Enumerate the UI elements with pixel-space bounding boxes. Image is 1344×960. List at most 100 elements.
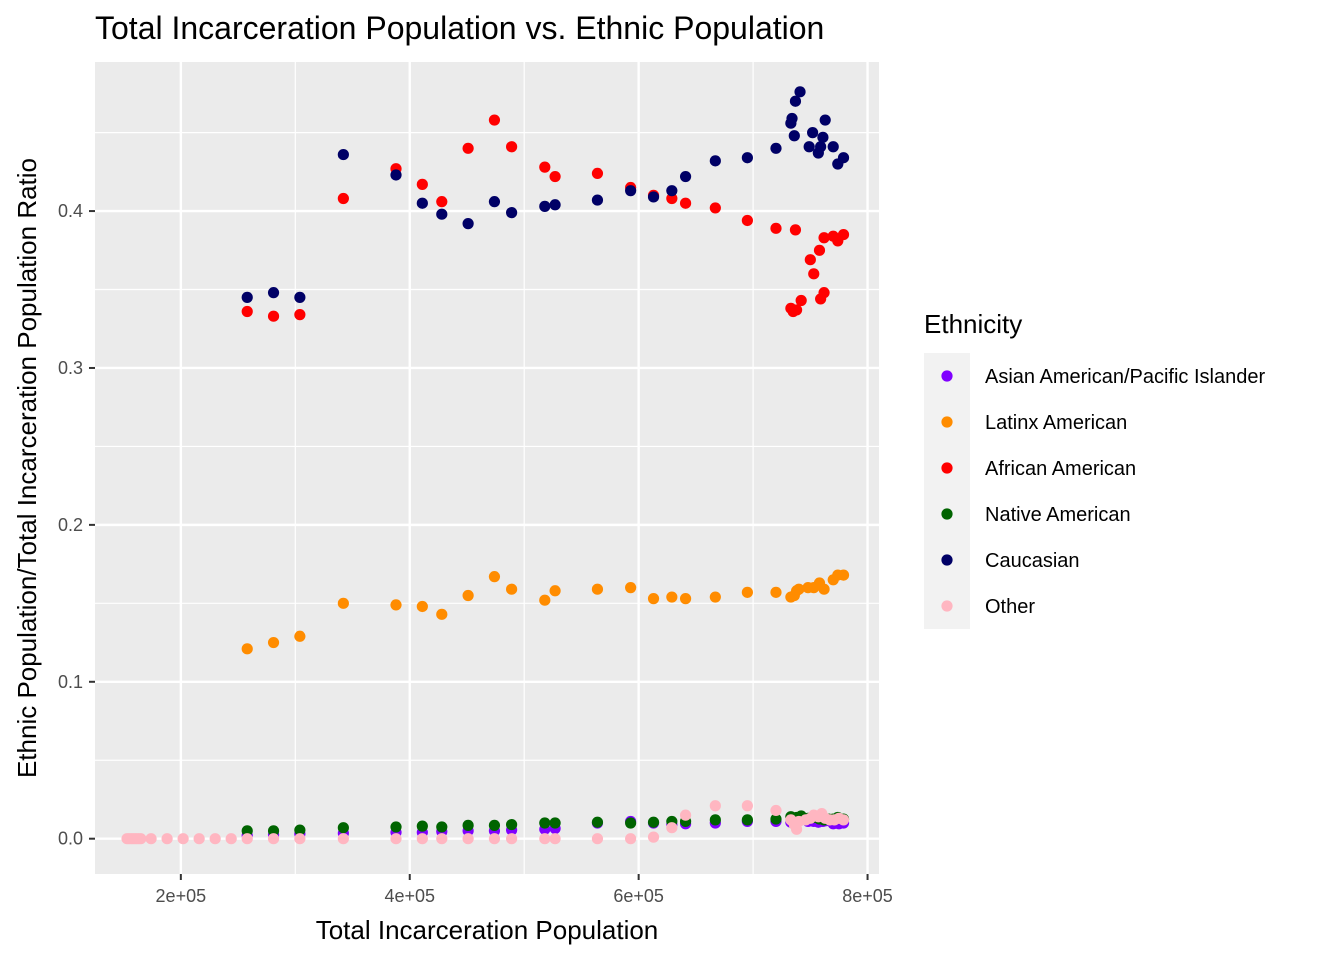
data-point — [549, 199, 561, 211]
series-1 — [241, 569, 850, 655]
data-point — [436, 833, 448, 845]
data-point — [267, 636, 280, 649]
data-point — [267, 825, 280, 837]
legend-label: Native American — [985, 504, 1131, 526]
data-point — [591, 194, 604, 206]
data-point — [416, 197, 428, 209]
data-point — [294, 291, 306, 303]
data-point — [770, 804, 782, 817]
data-point — [337, 833, 349, 845]
data-point — [294, 824, 306, 836]
data-point — [145, 833, 157, 845]
data-point — [267, 287, 280, 299]
data-point — [337, 597, 349, 609]
data-point — [539, 200, 551, 212]
data-point — [647, 831, 660, 843]
data-point — [390, 833, 402, 845]
data-point — [625, 833, 637, 845]
data-point — [135, 833, 147, 845]
data-point — [416, 600, 428, 613]
data-point — [177, 833, 189, 845]
legend-label: Other — [985, 596, 1035, 618]
data-point — [789, 224, 802, 236]
legend-key — [941, 554, 953, 566]
data-point — [539, 817, 551, 829]
data-point — [591, 583, 604, 595]
legend-label: Latinx American — [985, 412, 1127, 434]
plot-panel — [95, 62, 879, 874]
data-point — [390, 169, 402, 181]
grid-minor-lines — [95, 62, 879, 874]
data-point — [679, 197, 692, 209]
data-point — [462, 833, 474, 845]
series-5 — [121, 800, 850, 845]
data-point — [818, 583, 830, 595]
data-point — [647, 191, 660, 203]
legend: Ethnicity Asian American/Pacific Islande… — [924, 309, 1265, 629]
y-axis-title: Ethnic Population/Total Incarceration Po… — [12, 158, 42, 778]
data-point — [462, 819, 474, 831]
data-point — [815, 141, 827, 153]
data-point — [666, 591, 678, 603]
data-point — [741, 586, 753, 598]
data-point — [549, 170, 561, 183]
data-point — [294, 630, 306, 642]
legend-key — [941, 508, 953, 520]
data-point — [741, 800, 753, 812]
data-point — [788, 130, 800, 142]
data-point — [539, 594, 551, 606]
data-point — [804, 254, 816, 266]
data-point — [436, 821, 448, 833]
series-4 — [241, 86, 850, 303]
data-point — [539, 161, 551, 173]
data-point — [337, 822, 349, 834]
legend-keys-background — [924, 353, 970, 629]
data-point — [795, 294, 807, 307]
y-tick-label: 0.4 — [58, 201, 83, 221]
data-point — [786, 112, 798, 125]
data-point — [193, 833, 205, 845]
data-point — [837, 152, 850, 164]
data-point — [488, 833, 501, 845]
data-point — [436, 196, 448, 208]
data-point — [549, 817, 561, 829]
y-tick-label: 0.0 — [58, 829, 83, 849]
x-tick-label: 8e+05 — [842, 886, 893, 906]
data-point — [647, 593, 660, 605]
data-point — [209, 833, 221, 845]
data-point — [416, 833, 428, 845]
y-tick-label: 0.3 — [58, 358, 83, 378]
data-point — [770, 586, 782, 598]
data-point — [741, 814, 753, 826]
data-point — [770, 813, 782, 825]
data-point — [436, 608, 448, 620]
data-point — [770, 222, 782, 234]
data-point — [549, 833, 561, 845]
data-point — [770, 142, 782, 154]
data-point — [591, 816, 604, 828]
data-point — [294, 833, 306, 845]
data-point — [789, 95, 802, 107]
data-point — [790, 304, 803, 316]
x-tick-label: 6e+05 — [613, 886, 664, 906]
data-point — [837, 814, 850, 826]
data-point — [390, 599, 402, 611]
data-point — [539, 833, 551, 845]
data-point — [462, 589, 474, 602]
legend-key — [941, 416, 953, 428]
data-point — [666, 185, 678, 197]
data-point — [241, 643, 253, 655]
data-point — [591, 833, 604, 845]
data-point — [488, 571, 501, 583]
data-point — [741, 152, 753, 164]
data-point — [241, 833, 253, 845]
data-point — [741, 214, 753, 227]
data-point — [241, 825, 253, 837]
data-point — [462, 218, 474, 230]
data-point — [161, 833, 173, 845]
data-point — [337, 192, 349, 205]
data-point — [813, 244, 826, 256]
data-point — [390, 821, 402, 833]
x-tick-label: 4e+05 — [384, 886, 435, 906]
